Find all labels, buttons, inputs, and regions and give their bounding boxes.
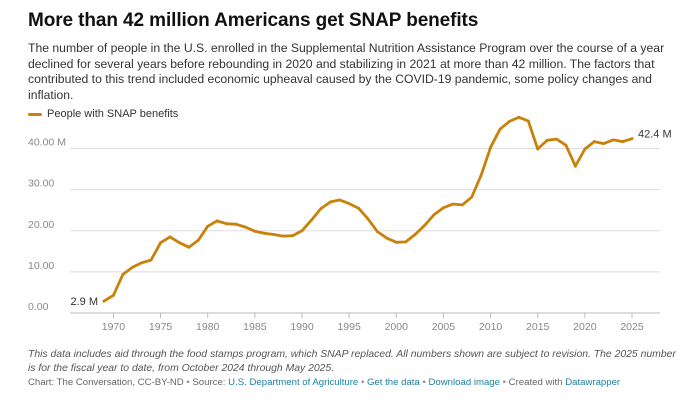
data-point (310, 218, 313, 222)
chart-credit: Chart: The Conversation, CC-BY-ND (28, 377, 184, 388)
data-point (376, 230, 379, 234)
line-chart: 0.00 10.00 20.00 30.00 40.00 M 1970 1975 1980 19… (28, 115, 672, 333)
legend-label: People with SNAP benefits (47, 108, 179, 120)
data-point (432, 213, 436, 217)
x-tick-label: 2000 (385, 321, 409, 333)
data-point (178, 241, 181, 245)
chart-title: More than 42 million Americans get SNAP … (28, 10, 479, 31)
data-point (602, 142, 606, 146)
start-value-label: 2.9 M (70, 296, 98, 308)
data-point (583, 147, 587, 151)
data-point (630, 137, 634, 141)
data-point (196, 238, 200, 242)
x-tick-label: 1970 (102, 321, 126, 333)
data-point (206, 224, 210, 228)
data-point (328, 200, 332, 204)
y-tick-label: 30.00 (28, 178, 54, 190)
data-point (621, 140, 624, 143)
data-point (545, 138, 549, 142)
data-point (366, 217, 370, 221)
data-point (498, 127, 502, 131)
data-point (489, 145, 492, 149)
data-point (574, 164, 577, 168)
x-tick-label: 1975 (149, 321, 173, 333)
y-tick-label: 40.00 M (28, 137, 66, 149)
data-point (413, 233, 417, 236)
data-point (536, 147, 540, 151)
data-point (112, 293, 115, 297)
data-point (526, 119, 530, 123)
chart-legend: People with SNAP benefits (28, 108, 178, 120)
data-point (470, 195, 474, 199)
data-point (385, 236, 389, 240)
data-point (357, 206, 360, 210)
created-with-label: Created with (508, 377, 563, 388)
end-value-label: 42.4 M (638, 129, 672, 141)
data-point (159, 241, 162, 245)
data-point (555, 137, 558, 141)
data-point (423, 224, 426, 227)
data-point (319, 207, 323, 210)
y-tick-label: 0.00 (28, 301, 49, 313)
source-label: Source: (192, 377, 226, 388)
chart-notes: This data includes aid through the food … (28, 349, 676, 374)
x-tick-label: 2005 (432, 321, 456, 333)
data-point (244, 225, 247, 229)
x-tick-label: 2010 (479, 321, 503, 333)
data-point (168, 235, 172, 239)
x-tick-label: 1980 (196, 321, 220, 333)
data-point (479, 173, 483, 177)
data-point (404, 240, 408, 244)
download-image-link[interactable]: Download image (428, 377, 500, 388)
datawrapper-link[interactable]: Datawrapper (565, 377, 621, 388)
data-point (517, 115, 521, 119)
data-point (564, 143, 568, 147)
data-point (225, 222, 228, 226)
source-link[interactable]: U.S. Department of Agriculture (228, 377, 359, 388)
x-tick-label: 2025 (620, 321, 644, 333)
data-point (338, 198, 342, 202)
data-point (347, 202, 351, 206)
data-point (187, 245, 191, 249)
get-data-link[interactable]: Get the data (366, 377, 420, 388)
data-point (272, 233, 276, 236)
x-tick-label: 2015 (526, 321, 550, 333)
series-line (102, 115, 634, 303)
data-point (281, 234, 285, 238)
data-point (140, 261, 144, 265)
data-point (611, 138, 615, 142)
legend-swatch (28, 112, 42, 116)
x-tick-label: 1995 (337, 321, 361, 333)
data-point (442, 206, 445, 210)
data-point (300, 229, 304, 233)
data-point (291, 234, 294, 238)
y-tick-label: 10.00 (28, 260, 54, 272)
data-point (102, 299, 106, 303)
data-point (451, 202, 455, 206)
y-tick-label: 20.00 (28, 219, 54, 231)
x-tick-label: 1990 (290, 321, 314, 333)
data-point (130, 265, 134, 269)
x-tick-label: 2020 (573, 321, 597, 333)
data-point (149, 258, 153, 262)
data-point (121, 272, 125, 276)
data-point (508, 120, 511, 123)
chart-subtitle: The number of people in the U.S. enrolle… (28, 41, 665, 102)
data-point (460, 203, 464, 207)
data-point (592, 140, 596, 143)
data-point (262, 231, 266, 235)
data-point (394, 240, 398, 244)
chart-footer: Chart: The Conversation, CC-BY-ND • Sour… (28, 377, 621, 388)
x-tick-label: 1985 (243, 321, 267, 333)
data-point (234, 222, 238, 226)
data-point (253, 229, 257, 233)
data-point (215, 219, 219, 223)
